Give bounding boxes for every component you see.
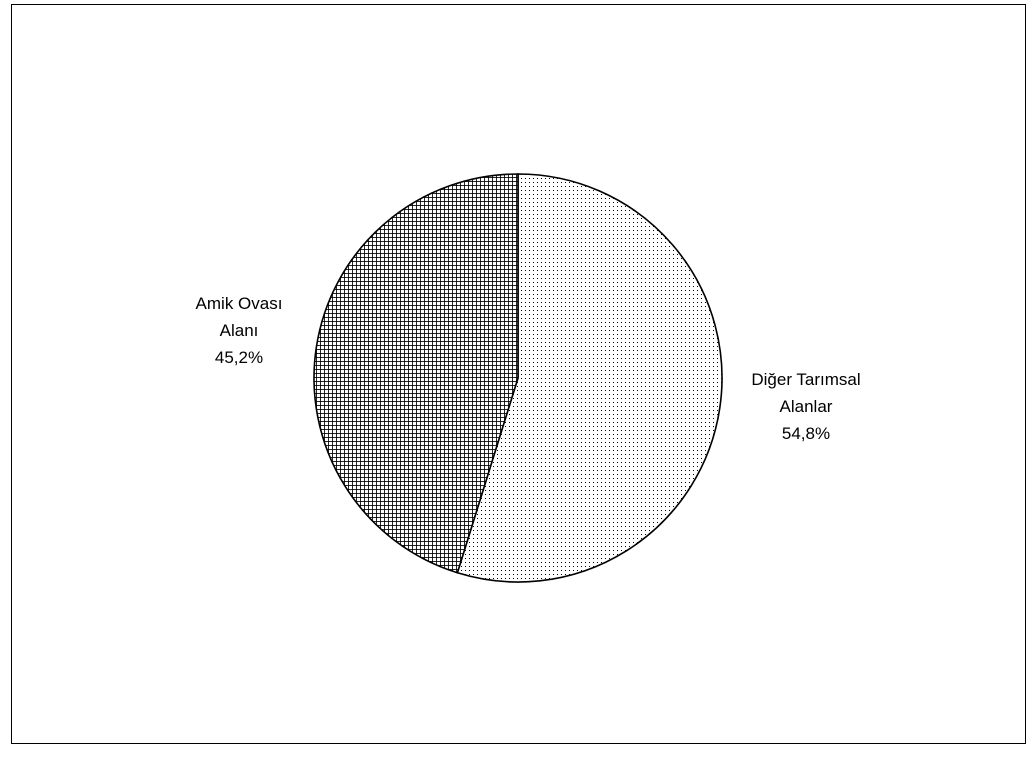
slice-label-0: Diğer Tarımsal Alanlar 54,8% — [751, 370, 860, 443]
slice-value-label: 45,2% — [215, 348, 263, 367]
pie-slice-0 — [456, 173, 723, 583]
slice-value-label: 54,8% — [782, 424, 830, 443]
slice-name-line: Diğer Tarımsal — [751, 370, 860, 389]
pie-labels: Diğer Tarımsal Alanlar 54,8% Amik Ovası Alan… — [196, 294, 861, 443]
slice-name-line: Amik Ovası — [196, 294, 283, 313]
pie-slices — [313, 173, 723, 583]
slice-name-line: Alanı — [220, 321, 259, 340]
pie-slice-1 — [313, 173, 519, 574]
slice-name-line: Alanlar — [780, 397, 833, 416]
slice-label-1: Amik Ovası Alanı 45,2% — [196, 294, 283, 367]
pie-chart: Diğer Tarımsal Alanlar 54,8% Amik Ovası Alan… — [196, 173, 861, 583]
chart-frame: Diğer Tarımsal Alanlar 54,8% Amik Ovası Alan… — [11, 4, 1026, 744]
